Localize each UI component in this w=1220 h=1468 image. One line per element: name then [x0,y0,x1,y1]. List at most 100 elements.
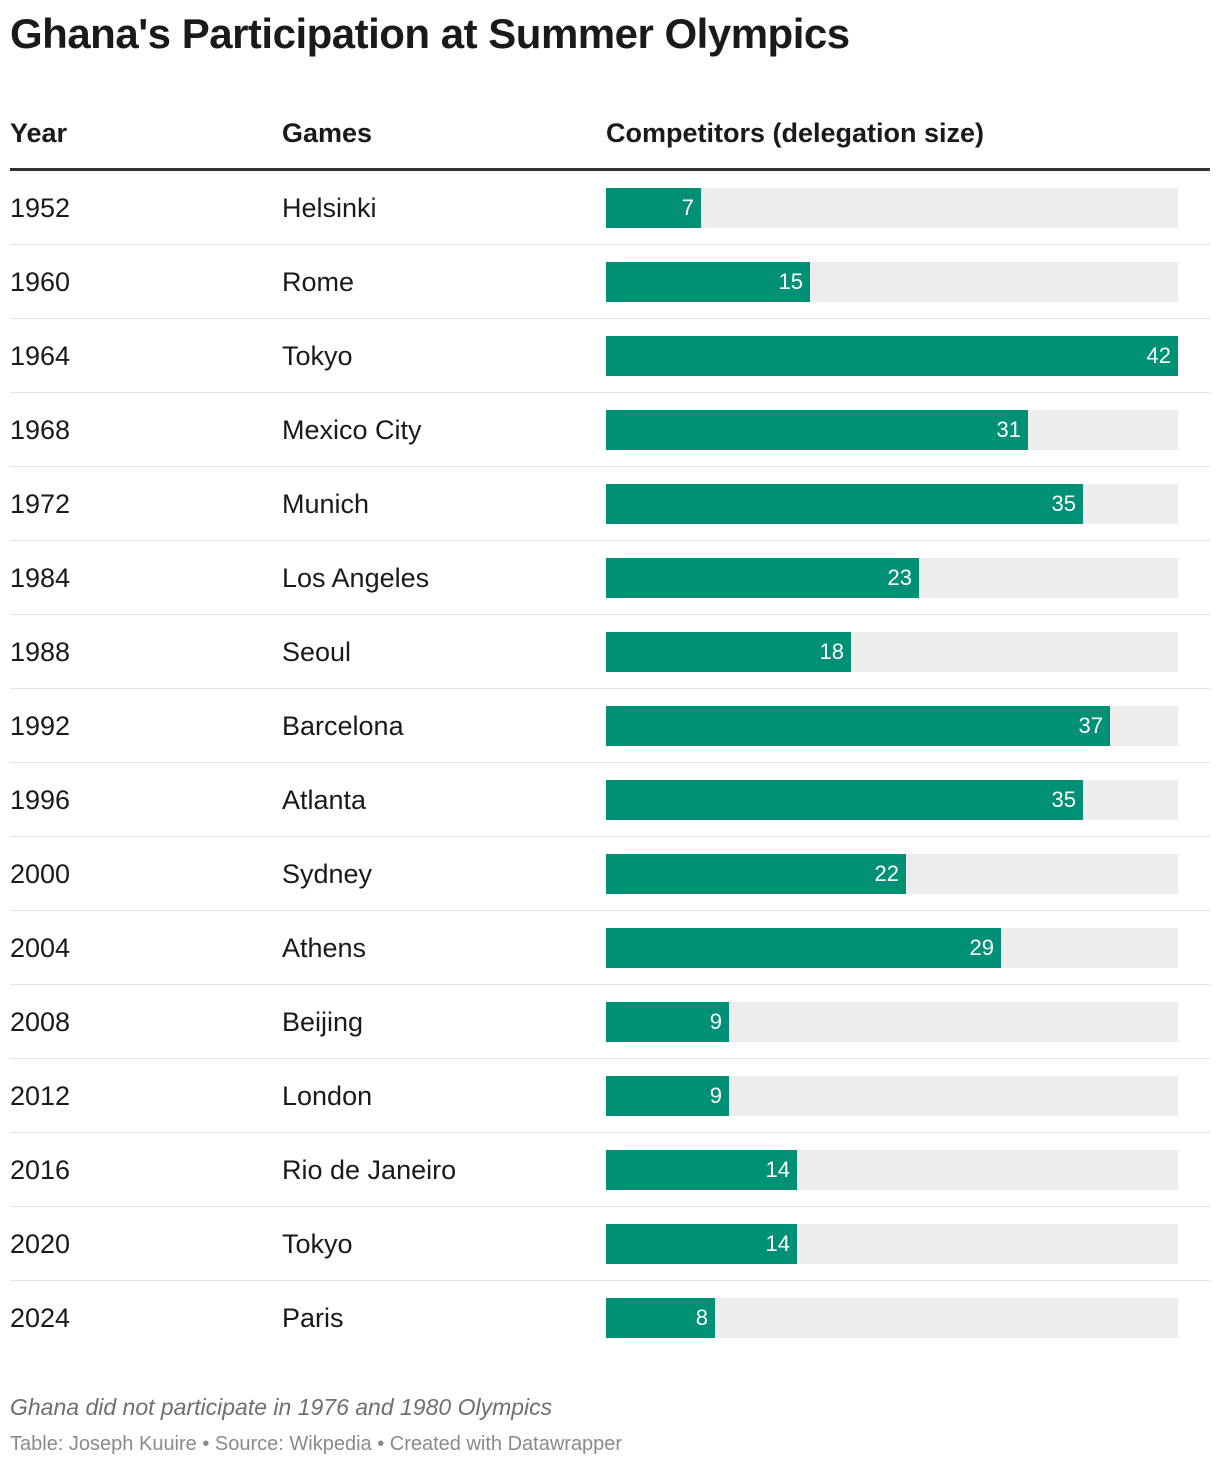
bar-value-label: 31 [996,417,1021,442]
bar: 31 [606,410,1028,450]
bar-value-label: 14 [765,1231,790,1256]
column-header-games: Games [282,118,373,148]
table-row: 1968 Mexico City 31 [10,393,1210,467]
table-row: 2012 London 9 [10,1059,1210,1133]
table-row: 1988 Seoul 18 [10,615,1210,689]
bar: 42 [606,336,1178,376]
table-row: 1992 Barcelona 37 [10,689,1210,763]
cell-year: 1984 [10,563,71,593]
bar-value-label: 22 [874,861,899,886]
bar-value-label: 42 [1146,343,1171,368]
bar-value-label: 35 [1051,491,1076,516]
table-footer: Table: Joseph Kuuire • Source: Wikpedia … [10,1433,623,1455]
bar: 35 [606,484,1083,524]
bar: 22 [606,854,906,894]
bar: 37 [606,706,1110,746]
bar-track: 18 [606,632,1178,672]
header-divider [10,168,1210,171]
cell-games: Rio de Janeiro [282,1155,457,1185]
bar-track: 31 [606,410,1178,450]
bar-track: 37 [606,706,1178,746]
bar: 7 [606,188,701,228]
bar: 14 [606,1224,797,1264]
cell-games: Helsinki [282,193,377,223]
bar-track: 23 [606,558,1178,598]
bar-track: 35 [606,780,1178,820]
bar-track: 14 [606,1224,1178,1264]
table-row: 2008 Beijing 9 [10,985,1210,1059]
chart-title: Ghana's Participation at Summer Olympics [10,10,850,57]
cell-games: Sydney [282,859,373,889]
table-row: 1964 Tokyo 42 [10,319,1210,393]
column-header-year: Year [10,118,68,148]
cell-games: Mexico City [282,415,422,445]
bar-value-label: 9 [709,1083,722,1108]
bar-track: 9 [606,1002,1178,1042]
bar-value-label: 18 [819,639,844,664]
bar-value-label: 7 [681,195,694,220]
cell-year: 2016 [10,1155,71,1185]
cell-games: Athens [282,933,367,963]
cell-games: Tokyo [282,1229,353,1259]
table-row: 2004 Athens 29 [10,911,1210,985]
cell-year: 1988 [10,637,71,667]
cell-games: Rome [282,267,355,297]
cell-games: Paris [282,1303,344,1333]
bar-track: 15 [606,262,1178,302]
table-row: 1972 Munich 35 [10,467,1210,541]
bar: 9 [606,1002,729,1042]
bar-value-label: 23 [887,565,912,590]
cell-year: 1964 [10,341,71,371]
bar-track: 35 [606,484,1178,524]
cell-year: 1996 [10,785,71,815]
bar: 18 [606,632,851,672]
cell-games: Munich [282,489,370,519]
table-row: 2024 Paris 8 [10,1281,1210,1355]
cell-games: Seoul [282,637,352,667]
bar: 15 [606,262,810,302]
cell-games: Beijing [282,1007,364,1037]
table-row: 1952 Helsinki 7 [10,171,1210,245]
column-header-competitors: Competitors (delegation size) [606,118,985,148]
bar-track: 7 [606,188,1178,228]
bar-track: 14 [606,1150,1178,1190]
bar: 9 [606,1076,729,1116]
cell-year: 1992 [10,711,71,741]
cell-games: Barcelona [282,711,404,741]
bar-track: 9 [606,1076,1178,1116]
cell-games: Los Angeles [282,563,430,593]
bar: 23 [606,558,919,598]
bar: 35 [606,780,1083,820]
bar-value-label: 14 [765,1157,790,1182]
bar-value-label: 8 [695,1305,708,1330]
cell-games: Atlanta [282,785,367,815]
bar-track: 8 [606,1298,1178,1338]
cell-year: 1952 [10,193,71,223]
bar-value-label: 37 [1078,713,1103,738]
bar-value-label: 15 [778,269,803,294]
bar: 8 [606,1298,715,1338]
cell-games: Tokyo [282,341,353,371]
table-row: 2016 Rio de Janeiro 14 [10,1133,1210,1207]
table-header: Year Games Competitors (delegation size) [10,112,1210,168]
cell-year: 1972 [10,489,71,519]
table-note: Ghana did not participate in 1976 and 19… [10,1394,553,1420]
cell-year: 2012 [10,1081,71,1111]
cell-year: 2008 [10,1007,71,1037]
table-row: 2000 Sydney 22 [10,837,1210,911]
bar-value-label: 35 [1051,787,1076,812]
table-row: 1996 Atlanta 35 [10,763,1210,837]
bar: 14 [606,1150,797,1190]
cell-year: 2004 [10,933,71,963]
cell-year: 2024 [10,1303,71,1333]
cell-year: 1968 [10,415,71,445]
bar-value-label: 29 [969,935,994,960]
bar-track: 42 [606,336,1178,376]
bar-value-label: 9 [709,1009,722,1034]
table-row: 2020 Tokyo 14 [10,1207,1210,1281]
table-body: 1952 Helsinki 7 1960 Rome 15 1964 Tokyo 42 1968 Me… [10,171,1210,1355]
cell-year: 2020 [10,1229,71,1259]
bar: 29 [606,928,1001,968]
bar-track: 22 [606,854,1178,894]
table-row: 1984 Los Angeles 23 [10,541,1210,615]
